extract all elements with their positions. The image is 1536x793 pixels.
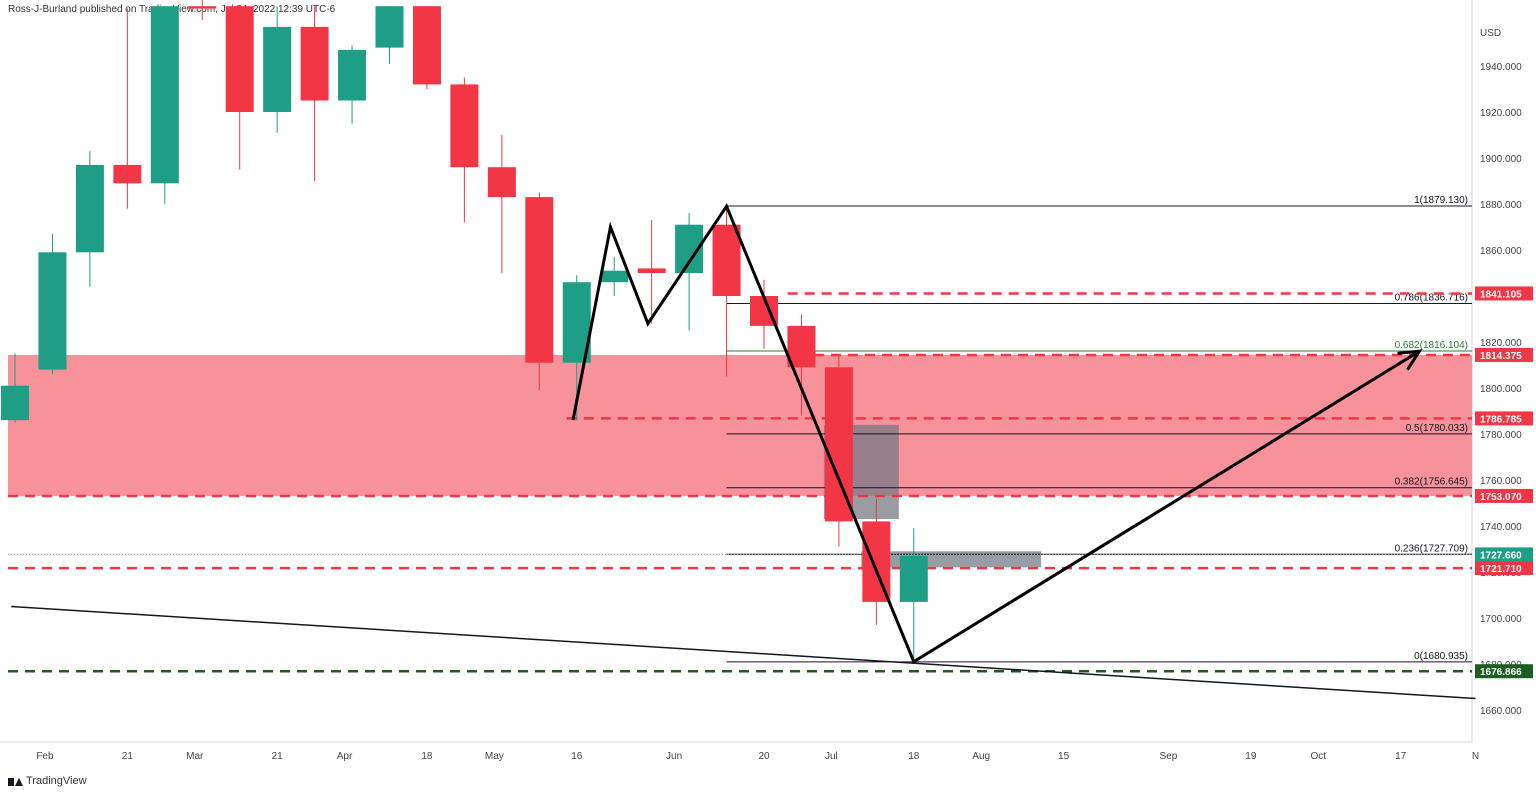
price-badge-5 — [1475, 664, 1533, 679]
x-tick-label-12: Aug — [972, 751, 990, 762]
y-tick-label-10: 1860.000 — [1480, 246, 1522, 257]
candle-body-6 — [225, 6, 254, 113]
y-tick-label-11: 1880.000 — [1480, 200, 1522, 211]
long-trendline — [11, 605, 1476, 700]
fib-label-2: 0.682(1816.104) — [1395, 340, 1468, 351]
candle-body-9 — [338, 49, 367, 101]
candle-body-8 — [300, 26, 329, 101]
candle-body-12 — [450, 84, 479, 168]
price-badge-label-0: 1841.105 — [1480, 289, 1522, 300]
y-tick-label-0: 1660.000 — [1480, 706, 1522, 717]
candle-body-1 — [38, 252, 67, 370]
price-badges-layer: 1841.105 1814.375 1786.785 1753.070 1721.710… — [1475, 286, 1533, 679]
candle-body-11 — [412, 6, 441, 85]
price-badge-6 — [1475, 547, 1533, 562]
x-tick-label-18: N — [1472, 751, 1479, 762]
x-tick-label-15: 19 — [1245, 751, 1257, 762]
y-tick-label-5: 1760.000 — [1480, 476, 1522, 487]
candle-body-5 — [188, 6, 217, 9]
x-tick-label-6: May — [485, 751, 504, 762]
candle-body-3 — [113, 164, 142, 184]
candle-body-19 — [712, 224, 741, 296]
fib-label-6: 0(1680.935) — [1414, 651, 1468, 662]
x-tick-label-8: Jun — [666, 751, 682, 762]
axis-layer: USD1660.0001680.0001700.0001720.0001740.… — [36, 28, 1522, 762]
pattern-line-layer — [571, 203, 1423, 664]
candle-body-4 — [150, 6, 179, 184]
horizontal-levels-layer — [8, 292, 1472, 673]
y-tick-label-12: 1900.000 — [1480, 154, 1522, 165]
price-badge-label-6: 1727.660 — [1480, 550, 1522, 561]
y-tick-label-2: 1700.000 — [1480, 614, 1522, 625]
candle-body-14 — [525, 197, 554, 363]
candle-body-17 — [637, 268, 666, 273]
price-badge-1 — [1475, 347, 1533, 362]
candle-body-24 — [899, 555, 928, 602]
price-badge-0 — [1475, 286, 1533, 301]
pattern-path — [571, 203, 1421, 664]
price-badge-label-4: 1721.710 — [1480, 564, 1522, 575]
price-badge-4 — [1475, 561, 1533, 576]
candle-body-2 — [75, 164, 104, 253]
x-tick-label-13: 15 — [1058, 751, 1070, 762]
x-tick-label-3: 21 — [272, 751, 284, 762]
fib-label-3: 0.5(1780.033) — [1406, 423, 1468, 434]
price-badge-label-5: 1676.866 — [1480, 667, 1522, 678]
candle-body-21 — [787, 325, 816, 368]
x-tick-label-11: 18 — [908, 751, 920, 762]
y-tick-label-6: 1780.000 — [1480, 430, 1522, 441]
y-tick-label-13: 1920.000 — [1480, 108, 1522, 119]
tradingview-logo-icon — [8, 776, 23, 786]
candle-body-0 — [1, 385, 29, 421]
price-badge-label-2: 1786.785 — [1480, 414, 1522, 425]
candle-body-13 — [487, 167, 516, 198]
candles-layer — [1, 0, 928, 662]
x-tick-label-2: Mar — [186, 751, 204, 762]
tradingview-brand-text: TradingView — [26, 775, 87, 787]
candle-body-16 — [600, 270, 629, 283]
x-tick-label-5: 18 — [421, 751, 433, 762]
x-tick-label-4: Apr — [337, 751, 353, 762]
x-tick-label-16: Oct — [1310, 751, 1326, 762]
x-tick-label-17: 17 — [1395, 751, 1407, 762]
tradingview-logo[interactable]: TradingView — [8, 775, 87, 787]
candle-body-10 — [375, 6, 404, 48]
price-badge-label-1: 1814.375 — [1480, 351, 1522, 362]
price-badge-3 — [1475, 488, 1533, 503]
x-tick-label-0: Feb — [36, 751, 54, 762]
fib-label-0: 1(1879.130) — [1414, 195, 1468, 206]
resistance-zone — [8, 354, 1472, 496]
candle-body-23 — [862, 521, 891, 602]
x-tick-label-7: 16 — [571, 751, 583, 762]
fib-label-4: 0.382(1756.645) — [1395, 477, 1468, 488]
price-badge-label-3: 1753.070 — [1480, 492, 1522, 503]
fib-label-1: 0.786(1836.716) — [1395, 293, 1468, 304]
resistance-zone-layer — [8, 354, 1472, 496]
y-tick-label-7: 1800.000 — [1480, 384, 1522, 395]
candle-body-22 — [824, 367, 853, 522]
x-tick-label-9: 20 — [758, 751, 770, 762]
x-tick-label-14: Sep — [1160, 751, 1178, 762]
fib-label-5: 0.236(1727.709) — [1395, 543, 1468, 554]
pattern-arrowhead — [1397, 349, 1423, 371]
y-tick-label-4: 1740.000 — [1480, 522, 1522, 533]
y-tick-label-14: 1940.000 — [1480, 62, 1522, 73]
x-tick-label-10: Jul — [825, 751, 838, 762]
trendline-layer — [11, 605, 1476, 700]
price-badge-2 — [1475, 411, 1533, 426]
x-tick-label-1: 21 — [122, 751, 134, 762]
y-tick-label-8: 1820.000 — [1480, 338, 1522, 349]
candle-body-7 — [263, 26, 292, 112]
currency-label: USD — [1480, 28, 1501, 39]
